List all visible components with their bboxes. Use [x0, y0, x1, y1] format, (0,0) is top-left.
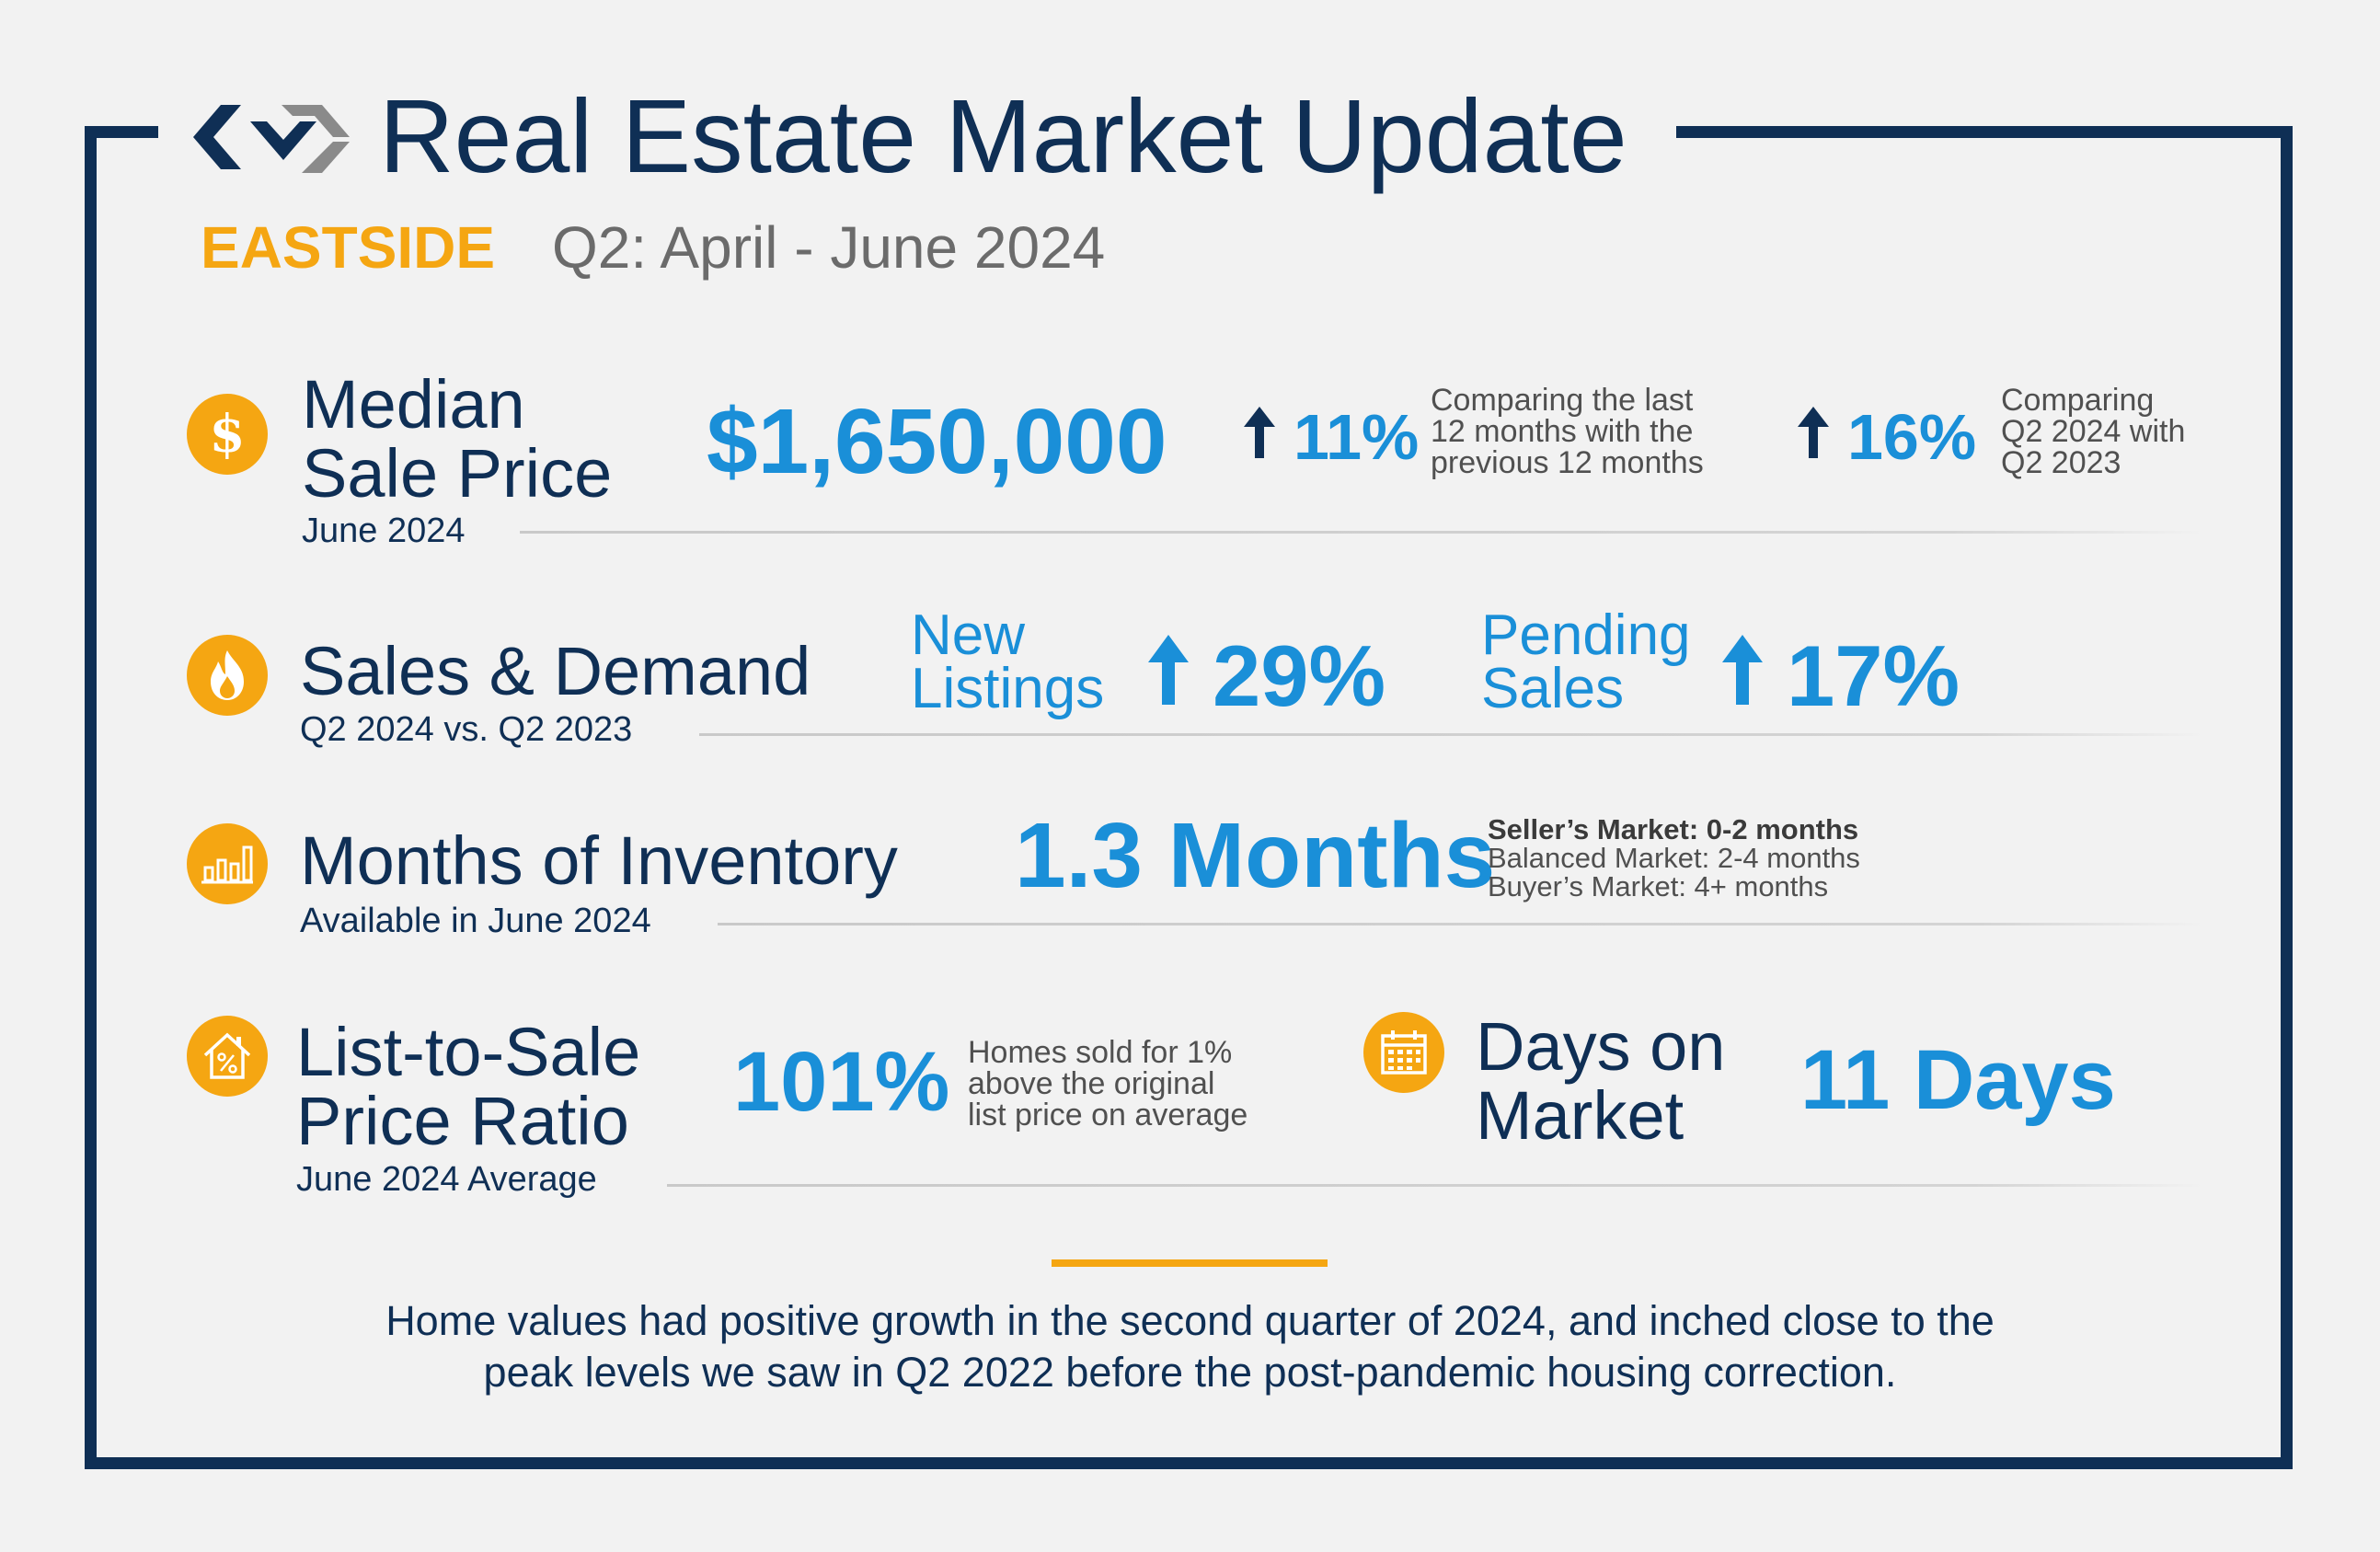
summary-line2: peak levels we saw in Q2 2022 before the…	[483, 1349, 1897, 1396]
median-price-value: $1,650,000	[707, 390, 1167, 493]
pending-sales-label-line2: Sales	[1481, 657, 1625, 720]
median-change-12mo: 11%	[1293, 401, 1420, 473]
median-subtitle: June 2024	[302, 512, 466, 550]
row-divider	[699, 733, 2203, 736]
brand-logo-icon	[193, 105, 350, 173]
calendar-icon	[1363, 1012, 1444, 1093]
frame-right	[2281, 126, 2293, 1469]
median-title-line1: Median	[302, 366, 525, 443]
list-to-sale-title-line2: Price Ratio	[296, 1083, 629, 1159]
list-to-sale-value: 101%	[733, 1035, 950, 1129]
new-listings-change: 29%	[1213, 627, 1386, 724]
inventory-subtitle: Available in June 2024	[300, 902, 651, 940]
median-change-12mo-note-line3: previous 12 months	[1431, 445, 1704, 480]
arrow-up-icon	[1148, 635, 1189, 705]
list-to-sale-note-line2: above the original	[968, 1066, 1215, 1101]
market-legend-sellers: Seller’s Market: 0-2 months	[1488, 813, 1859, 845]
row-divider	[520, 531, 2203, 534]
summary-line1: Home values had positive growth in the s…	[385, 1297, 1995, 1344]
dollar-icon: $	[187, 394, 268, 475]
list-to-sale-title-line1: List-to-Sale	[296, 1014, 641, 1090]
days-on-market-title-line2: Market	[1476, 1077, 1684, 1154]
row-divider	[667, 1184, 2203, 1187]
flame-icon	[187, 635, 268, 716]
frame-top-right	[1676, 126, 2293, 138]
pending-sales-change: 17%	[1787, 627, 1960, 724]
page-title: Real Estate Market Update	[379, 78, 1627, 194]
house-percent-icon	[187, 1016, 268, 1097]
period-label: Q2: April - June 2024	[552, 214, 1106, 281]
median-change-q2-note-line2: Q2 2024 with	[2001, 414, 2186, 449]
median-change-12mo-note-line2: 12 months with the	[1431, 414, 1694, 449]
days-on-market-title-line1: Days on	[1476, 1008, 1726, 1085]
median-change-12mo-note-line1: Comparing the last	[1431, 383, 1694, 418]
arrow-up-icon	[1244, 407, 1275, 458]
median-change-q2: 16%	[1847, 401, 1977, 473]
list-to-sale-note-line3: list price on average	[968, 1098, 1248, 1132]
frame-bottom	[85, 1457, 2293, 1469]
list-to-sale-subtitle: June 2024 Average	[296, 1160, 597, 1199]
inventory-title: Months of Inventory	[300, 822, 898, 899]
region-label: EASTSIDE	[201, 214, 496, 281]
market-legend-buyers: Buyer’s Market: 4+ months	[1488, 870, 1829, 902]
arrow-up-icon	[1798, 407, 1829, 458]
list-to-sale-note-line1: Homes sold for 1%	[968, 1035, 1233, 1070]
frame-top-left	[85, 126, 158, 138]
median-change-q2-note-line3: Q2 2023	[2001, 445, 2121, 480]
bar-chart-icon	[187, 823, 268, 904]
new-listings-label-line1: New	[911, 604, 1026, 667]
median-change-q2-note-line1: Comparing	[2001, 383, 2155, 418]
median-title-line2: Sale Price	[302, 435, 613, 512]
new-listings-label-line2: Listings	[911, 657, 1105, 720]
market-legend-balanced: Balanced Market: 2-4 months	[1488, 842, 1860, 874]
sales-demand-subtitle: Q2 2024 vs. Q2 2023	[300, 710, 633, 749]
row-divider	[718, 923, 2203, 925]
arrow-up-icon	[1722, 635, 1763, 705]
frame-left	[85, 126, 97, 1469]
pending-sales-label-line1: Pending	[1481, 604, 1691, 667]
footer-accent-bar	[1052, 1259, 1328, 1267]
inventory-value: 1.3 Months	[1015, 804, 1496, 907]
days-on-market-value: 11 Days	[1800, 1033, 2116, 1127]
sales-demand-title: Sales & Demand	[300, 633, 811, 709]
